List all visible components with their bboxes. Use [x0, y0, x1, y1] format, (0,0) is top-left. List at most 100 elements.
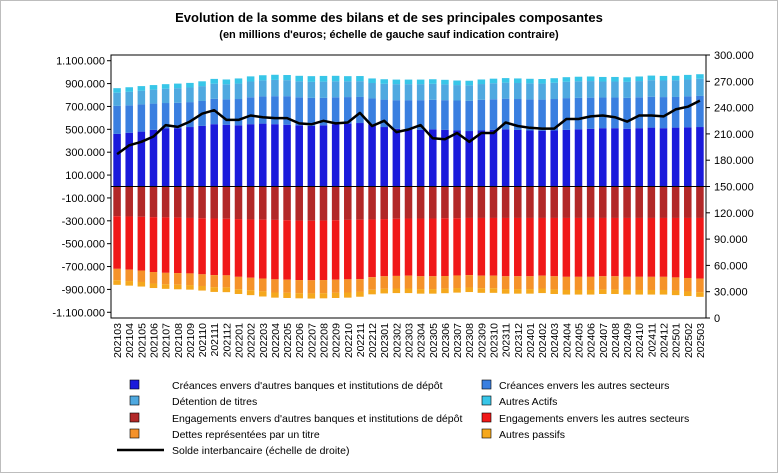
bar-segment-s4-202207 [307, 186, 316, 221]
legend-swatch [129, 379, 140, 390]
y-right-tick-label: 0 [714, 313, 720, 325]
bar-segment-s1-202106 [149, 103, 158, 130]
bar-segment-s2-202302 [392, 84, 401, 101]
bar-segment-s6-202304 [416, 276, 425, 290]
bar-segment-s6-202201 [234, 276, 243, 290]
x-tick-label: 202311 [501, 323, 513, 357]
bar-segment-s5-202311 [501, 217, 510, 277]
bar-segment-s0-202404 [562, 129, 571, 187]
bar-segment-s5-202209 [331, 220, 340, 280]
bar-segment-s5-202211 [356, 219, 364, 280]
bar-segment-s5-202110 [198, 218, 206, 275]
bar-segment-s5-202210 [344, 219, 352, 280]
bar-segment-s1-202301 [380, 99, 388, 128]
bar-segment-s3-202207 [307, 76, 316, 82]
bar-segment-s6-202306 [441, 276, 449, 289]
bar-segment-s3-202110 [198, 81, 206, 87]
bar-segment-s0-202303 [404, 129, 413, 187]
legend-swatch [481, 395, 492, 406]
bar-segment-s1-202307 [453, 100, 461, 131]
bar-segment-s4-202502 [684, 186, 692, 218]
bar-segment-s0-202405 [574, 129, 583, 187]
x-tick-label: 202307 [452, 323, 464, 358]
bar-segment-s7-202210 [344, 292, 352, 298]
bar-segment-s3-202105 [137, 86, 146, 91]
x-tick-label: 202401 [525, 323, 537, 358]
bar-segment-s5-202203 [259, 219, 267, 279]
bar-segment-s6-202204 [271, 279, 279, 293]
bar-segment-s7-202405 [574, 289, 583, 295]
bar-segment-s3-202111 [210, 78, 218, 84]
bar-segment-s7-202501 [671, 290, 680, 296]
bar-segment-s5-202205 [283, 220, 291, 280]
x-tick-label: 202202 [246, 323, 258, 358]
bar-segment-s7-202103 [113, 280, 121, 285]
x-tick-label: 202405 [574, 323, 586, 358]
x-tick-label: 202206 [294, 323, 306, 358]
bar-segment-s2-202405 [574, 81, 583, 98]
bar-segment-s2-202305 [429, 83, 437, 100]
bar-segment-s4-202312 [514, 186, 522, 218]
x-tick-label: 202108 [173, 323, 185, 358]
x-tick-label: 202410 [634, 323, 646, 358]
bar-segment-s1-202205 [283, 96, 291, 125]
bar-segment-s1-202404 [562, 98, 571, 130]
bar-segment-s7-202401 [526, 289, 534, 294]
bar-segment-s1-202403 [550, 99, 558, 131]
bar-segment-s7-202402 [538, 288, 546, 294]
bar-segment-s6-202110 [198, 274, 206, 286]
bar-segment-s4-202210 [344, 186, 352, 220]
y-left-tick-label: 500.000 [65, 124, 105, 136]
bar-segment-s0-202305 [429, 129, 437, 187]
legend-label: Engagements envers d'autres banques et i… [172, 413, 462, 425]
bar-segment-s1-202206 [295, 97, 303, 126]
bar-segment-s6-202309 [477, 275, 486, 289]
bar-segment-s3-202208 [319, 75, 328, 82]
bar-segment-s1-202502 [684, 96, 692, 128]
bar-segment-s6-202404 [562, 276, 571, 290]
bar-segment-s3-202107 [161, 84, 170, 89]
bar-segment-s0-202402 [538, 130, 546, 187]
y-left-tick-label: -1.100.000 [52, 307, 105, 319]
x-tick-label: 202205 [282, 323, 294, 358]
bar-segment-s2-202212 [368, 83, 376, 99]
x-tick-label: 202309 [476, 323, 488, 358]
bar-segment-s0-202211 [356, 123, 364, 187]
bar-segment-s4-202401 [526, 186, 534, 218]
bar-segment-s0-202307 [453, 130, 461, 187]
bar-segment-s4-202301 [380, 186, 388, 220]
bar-segment-s1-202202 [246, 97, 255, 125]
bar-segment-s4-202203 [259, 186, 267, 220]
bar-segment-s0-202203 [259, 123, 267, 187]
bar-segment-s3-202112 [222, 79, 231, 85]
bar-segment-s3-202108 [174, 83, 182, 89]
bar-segment-s1-202208 [319, 97, 328, 126]
bar-segment-s5-202301 [380, 219, 388, 277]
y-right-tick-label: 60.000 [714, 260, 748, 272]
chart-title: Evolution de la somme des bilans et de s… [175, 10, 603, 25]
bar-segment-s7-202202 [246, 290, 255, 296]
bar-segment-s6-202408 [611, 276, 619, 290]
bar-segment-s3-202211 [356, 76, 364, 82]
bar-segment-s7-202203 [259, 291, 267, 297]
bar-segment-s0-202111 [210, 124, 218, 187]
bar-segment-s2-202411 [647, 80, 656, 97]
bar-segment-s1-202309 [477, 99, 486, 131]
bar-segment-s1-202401 [526, 99, 534, 131]
x-tick-label: 202411 [646, 323, 658, 357]
bar-segment-s3-202202 [246, 76, 255, 82]
bar-segment-s6-202212 [368, 277, 376, 290]
y-right-tick-label: 270.000 [714, 76, 754, 88]
y-right-tick-label: 150.000 [714, 182, 754, 194]
bar-segment-s5-202307 [453, 218, 461, 276]
bar-segment-s6-202406 [586, 276, 595, 290]
bar-segment-s2-202310 [489, 83, 498, 100]
x-tick-label: 202111 [209, 323, 221, 357]
x-tick-label: 202409 [622, 323, 634, 358]
bar-segment-s4-202410 [635, 186, 643, 218]
legend-label: Autres Actifs [499, 396, 557, 408]
x-tick-label: 202306 [440, 323, 452, 358]
bar-segment-s6-202409 [623, 276, 631, 290]
x-tick-label: 202106 [149, 323, 161, 358]
bar-segment-s0-202401 [526, 130, 534, 187]
